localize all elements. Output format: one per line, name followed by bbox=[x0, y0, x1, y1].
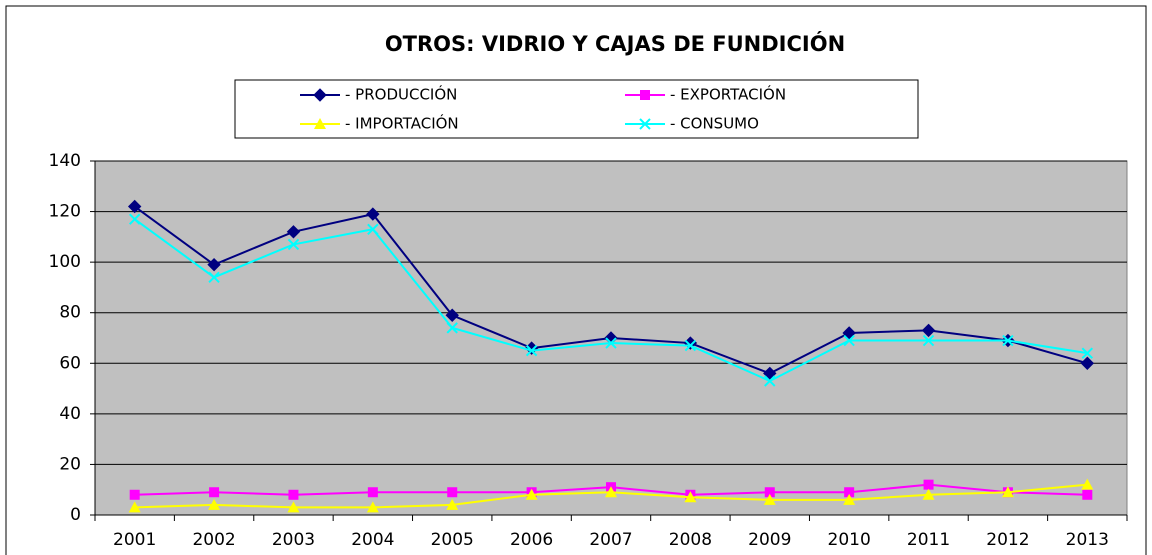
x-tick-label: 2005 bbox=[431, 530, 474, 550]
marker bbox=[128, 501, 141, 513]
marker bbox=[763, 493, 776, 505]
marker bbox=[921, 323, 936, 338]
marker bbox=[1082, 489, 1093, 500]
marker bbox=[367, 487, 378, 498]
marker bbox=[208, 498, 221, 510]
marker bbox=[842, 326, 856, 340]
x-tick-label: 2010 bbox=[828, 530, 871, 550]
marker bbox=[684, 339, 697, 352]
y-tick-label: 100 bbox=[49, 252, 81, 272]
marker bbox=[287, 501, 300, 513]
marker bbox=[525, 488, 538, 500]
marker bbox=[447, 487, 458, 498]
marker bbox=[446, 322, 458, 334]
marker bbox=[366, 501, 379, 513]
legend-label: - IMPORTACIÓN bbox=[345, 114, 459, 133]
marker bbox=[922, 488, 935, 500]
marker bbox=[366, 207, 380, 221]
x-tick-label: 2012 bbox=[986, 530, 1029, 550]
marker bbox=[445, 308, 459, 322]
y-tick-label: 20 bbox=[59, 454, 81, 474]
y-tick-label: 80 bbox=[59, 303, 81, 323]
marker bbox=[208, 271, 220, 284]
marker bbox=[314, 118, 326, 129]
y-tick-label: 120 bbox=[49, 202, 81, 222]
marker bbox=[605, 337, 617, 349]
x-tick-label: 2007 bbox=[589, 530, 632, 550]
marker bbox=[844, 487, 855, 498]
marker bbox=[1002, 334, 1014, 347]
marker bbox=[763, 366, 777, 381]
y-tick-label: 60 bbox=[59, 353, 81, 373]
marker bbox=[684, 491, 697, 503]
marker bbox=[843, 493, 856, 505]
marker bbox=[640, 90, 650, 100]
x-tick-label: 2001 bbox=[113, 530, 156, 550]
marker bbox=[288, 489, 299, 500]
marker bbox=[764, 375, 776, 387]
marker bbox=[764, 487, 775, 498]
marker bbox=[1081, 478, 1094, 490]
x-tick-label: 2013 bbox=[1066, 530, 1109, 550]
marker bbox=[286, 225, 301, 239]
x-tick-label: 2002 bbox=[192, 530, 235, 550]
y-tick-label: 40 bbox=[59, 404, 81, 424]
legend-label: - PRODUCCIÓN bbox=[345, 85, 457, 104]
marker bbox=[1080, 356, 1095, 370]
legend-label: - CONSUMO bbox=[670, 115, 759, 133]
marker bbox=[127, 199, 142, 214]
x-tick-label: 2011 bbox=[907, 530, 950, 550]
x-tick-label: 2006 bbox=[510, 530, 553, 550]
marker bbox=[313, 88, 327, 102]
marker bbox=[287, 238, 300, 251]
chart-title: OTROS: VIDRIO Y CAJAS DE FUNDICIÓN bbox=[385, 31, 845, 56]
y-tick-label: 0 bbox=[70, 505, 81, 525]
marker bbox=[367, 223, 379, 235]
marker bbox=[1081, 347, 1094, 359]
x-tick-label: 2009 bbox=[748, 530, 791, 550]
marker bbox=[639, 118, 651, 130]
y-tick-label: 140 bbox=[49, 151, 81, 171]
marker bbox=[923, 479, 934, 490]
x-tick-label: 2003 bbox=[272, 530, 315, 550]
marker bbox=[207, 257, 221, 272]
marker bbox=[128, 213, 141, 225]
x-tick-label: 2004 bbox=[351, 530, 394, 550]
marker bbox=[209, 487, 220, 498]
marker bbox=[525, 344, 538, 357]
legend-label: - EXPORTACIÓN bbox=[670, 85, 786, 104]
marker bbox=[843, 334, 855, 347]
marker bbox=[922, 334, 935, 347]
marker bbox=[605, 486, 617, 498]
marker bbox=[129, 489, 140, 500]
marker bbox=[446, 498, 459, 510]
legend-box bbox=[234, 79, 919, 139]
x-tick-label: 2008 bbox=[669, 530, 712, 550]
marker bbox=[1001, 486, 1014, 498]
